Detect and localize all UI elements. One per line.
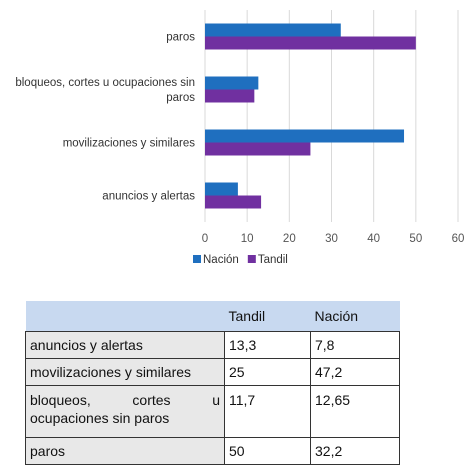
x-tick-label: 20 <box>283 233 296 245</box>
row-tandil: 11,7 <box>224 385 311 438</box>
x-tick-label: 50 <box>409 233 422 245</box>
table-row: bloqueos, cortes u ocupaciones sin paros… <box>25 385 400 438</box>
table-header-nacion: Nación <box>310 301 400 332</box>
table-header-tandil: Tandil <box>224 301 311 332</box>
x-tick-label: 40 <box>367 233 380 245</box>
row-label: movilizaciones y similares <box>25 358 225 386</box>
table-header-empty <box>25 301 225 332</box>
bar <box>205 23 341 37</box>
row-nacion: 7,8 <box>310 331 400 359</box>
bar <box>205 89 255 103</box>
category-label: movilizaciones y similares <box>63 138 196 150</box>
category-label: bloqueos, cortes u ocupaciones sin <box>15 77 195 89</box>
row-nacion: 12,65 <box>310 385 400 438</box>
legend-label: Nación <box>203 254 239 266</box>
category-label: paros <box>166 32 195 44</box>
x-tick-label: 10 <box>241 233 254 245</box>
category-label: paros <box>166 92 195 104</box>
row-label: paros <box>25 437 225 465</box>
table-row: paros 50 32,2 <box>25 437 400 465</box>
x-tick-label: 0 <box>202 233 208 245</box>
legend-label: Tandil <box>258 254 288 266</box>
table-header-row: Tandil Nación <box>25 301 400 332</box>
row-tandil: 25 <box>224 358 311 386</box>
row-nacion: 32,2 <box>310 437 400 465</box>
table-row: anuncios y alertas 13,3 7,8 <box>25 331 400 359</box>
data-table: Tandil Nación anuncios y alertas 13,3 7,… <box>25 301 400 465</box>
legend-swatch <box>247 255 256 263</box>
row-nacion: 47,2 <box>310 358 400 386</box>
x-tick-label: 60 <box>452 233 465 245</box>
x-tick-label: 30 <box>325 233 338 245</box>
bar <box>205 36 416 50</box>
category-label: anuncios y alertas <box>102 191 195 203</box>
row-tandil: 50 <box>224 437 311 465</box>
bar-chart: 0 10 20 30 40 50 60 paros bloqueos, cortes u ocu… <box>15 10 465 266</box>
bar <box>205 76 259 90</box>
row-tandil: 13,3 <box>224 331 311 359</box>
bar <box>205 195 262 209</box>
bar <box>205 182 238 196</box>
bar <box>205 129 405 143</box>
bar <box>205 142 311 156</box>
row-label: bloqueos, cortes u ocupaciones sin paros <box>25 385 225 438</box>
row-label: anuncios y alertas <box>25 331 225 359</box>
legend-swatch <box>193 255 201 263</box>
table-row: movilizaciones y similares 25 47,2 <box>25 358 400 386</box>
